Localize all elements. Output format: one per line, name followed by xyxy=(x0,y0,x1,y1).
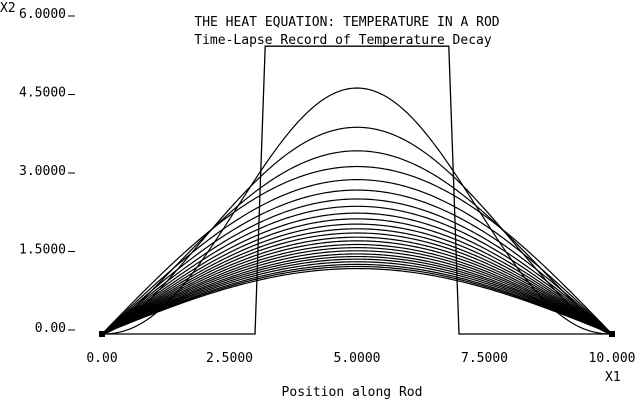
decay-curve xyxy=(101,255,613,335)
initial-profile-line xyxy=(102,45,612,335)
decay-curve xyxy=(101,265,613,335)
chart-title: THE HEAT EQUATION: TEMPERATURE IN A ROD xyxy=(194,15,499,30)
y-axis-name: X2 xyxy=(0,1,16,16)
initial-profile xyxy=(102,45,612,335)
y-tick-label: 4.5000 xyxy=(19,86,66,101)
y-tick-label: 3.0000 xyxy=(19,164,66,179)
axis-ticks: 0.00 1.5000 3.0000 4.5000 6.0000 0.00 2.5000 5.… xyxy=(19,7,635,366)
decay-curve xyxy=(101,258,613,335)
chart-subtitle: Time-Lapse Record of Temperature Decay xyxy=(194,33,492,48)
decay-curve xyxy=(101,150,613,335)
x-axis-label: Position along Rod xyxy=(282,385,423,400)
decay-curve xyxy=(101,263,613,335)
decay-curve xyxy=(101,253,613,335)
x-axis-name: X1 xyxy=(605,370,621,385)
decay-curve xyxy=(101,223,613,335)
decay-curve xyxy=(101,165,613,335)
x-tick-label: 7.5000 xyxy=(461,351,508,366)
decay-curve xyxy=(101,243,613,335)
y-tick-label: 6.0000 xyxy=(19,7,66,22)
y-tick-label: 1.5000 xyxy=(19,243,66,258)
decay-curve xyxy=(101,218,613,335)
decay-curve xyxy=(101,250,613,335)
decay-curve xyxy=(101,232,613,335)
x-tick-label: 10.000 xyxy=(589,351,636,366)
decay-curve xyxy=(101,179,613,335)
x-tick-label: 0.00 xyxy=(86,351,117,366)
decay-curve xyxy=(101,87,613,335)
decay-curve xyxy=(101,205,613,335)
decay-curve xyxy=(101,189,613,335)
x-tick-label: 5.0000 xyxy=(334,351,381,366)
decay-curve xyxy=(101,247,613,335)
decay-curve xyxy=(101,212,613,335)
decay-curves xyxy=(99,87,615,337)
decay-curve xyxy=(101,236,613,335)
decay-curve xyxy=(101,267,613,335)
decay-curve xyxy=(101,126,613,335)
decay-curve xyxy=(101,228,613,335)
x-tick-label: 2.5000 xyxy=(206,351,253,366)
decay-curve xyxy=(101,198,613,335)
y-tick-label: 0.00 xyxy=(35,321,66,336)
decay-curve xyxy=(101,240,613,335)
decay-curve xyxy=(101,261,613,335)
